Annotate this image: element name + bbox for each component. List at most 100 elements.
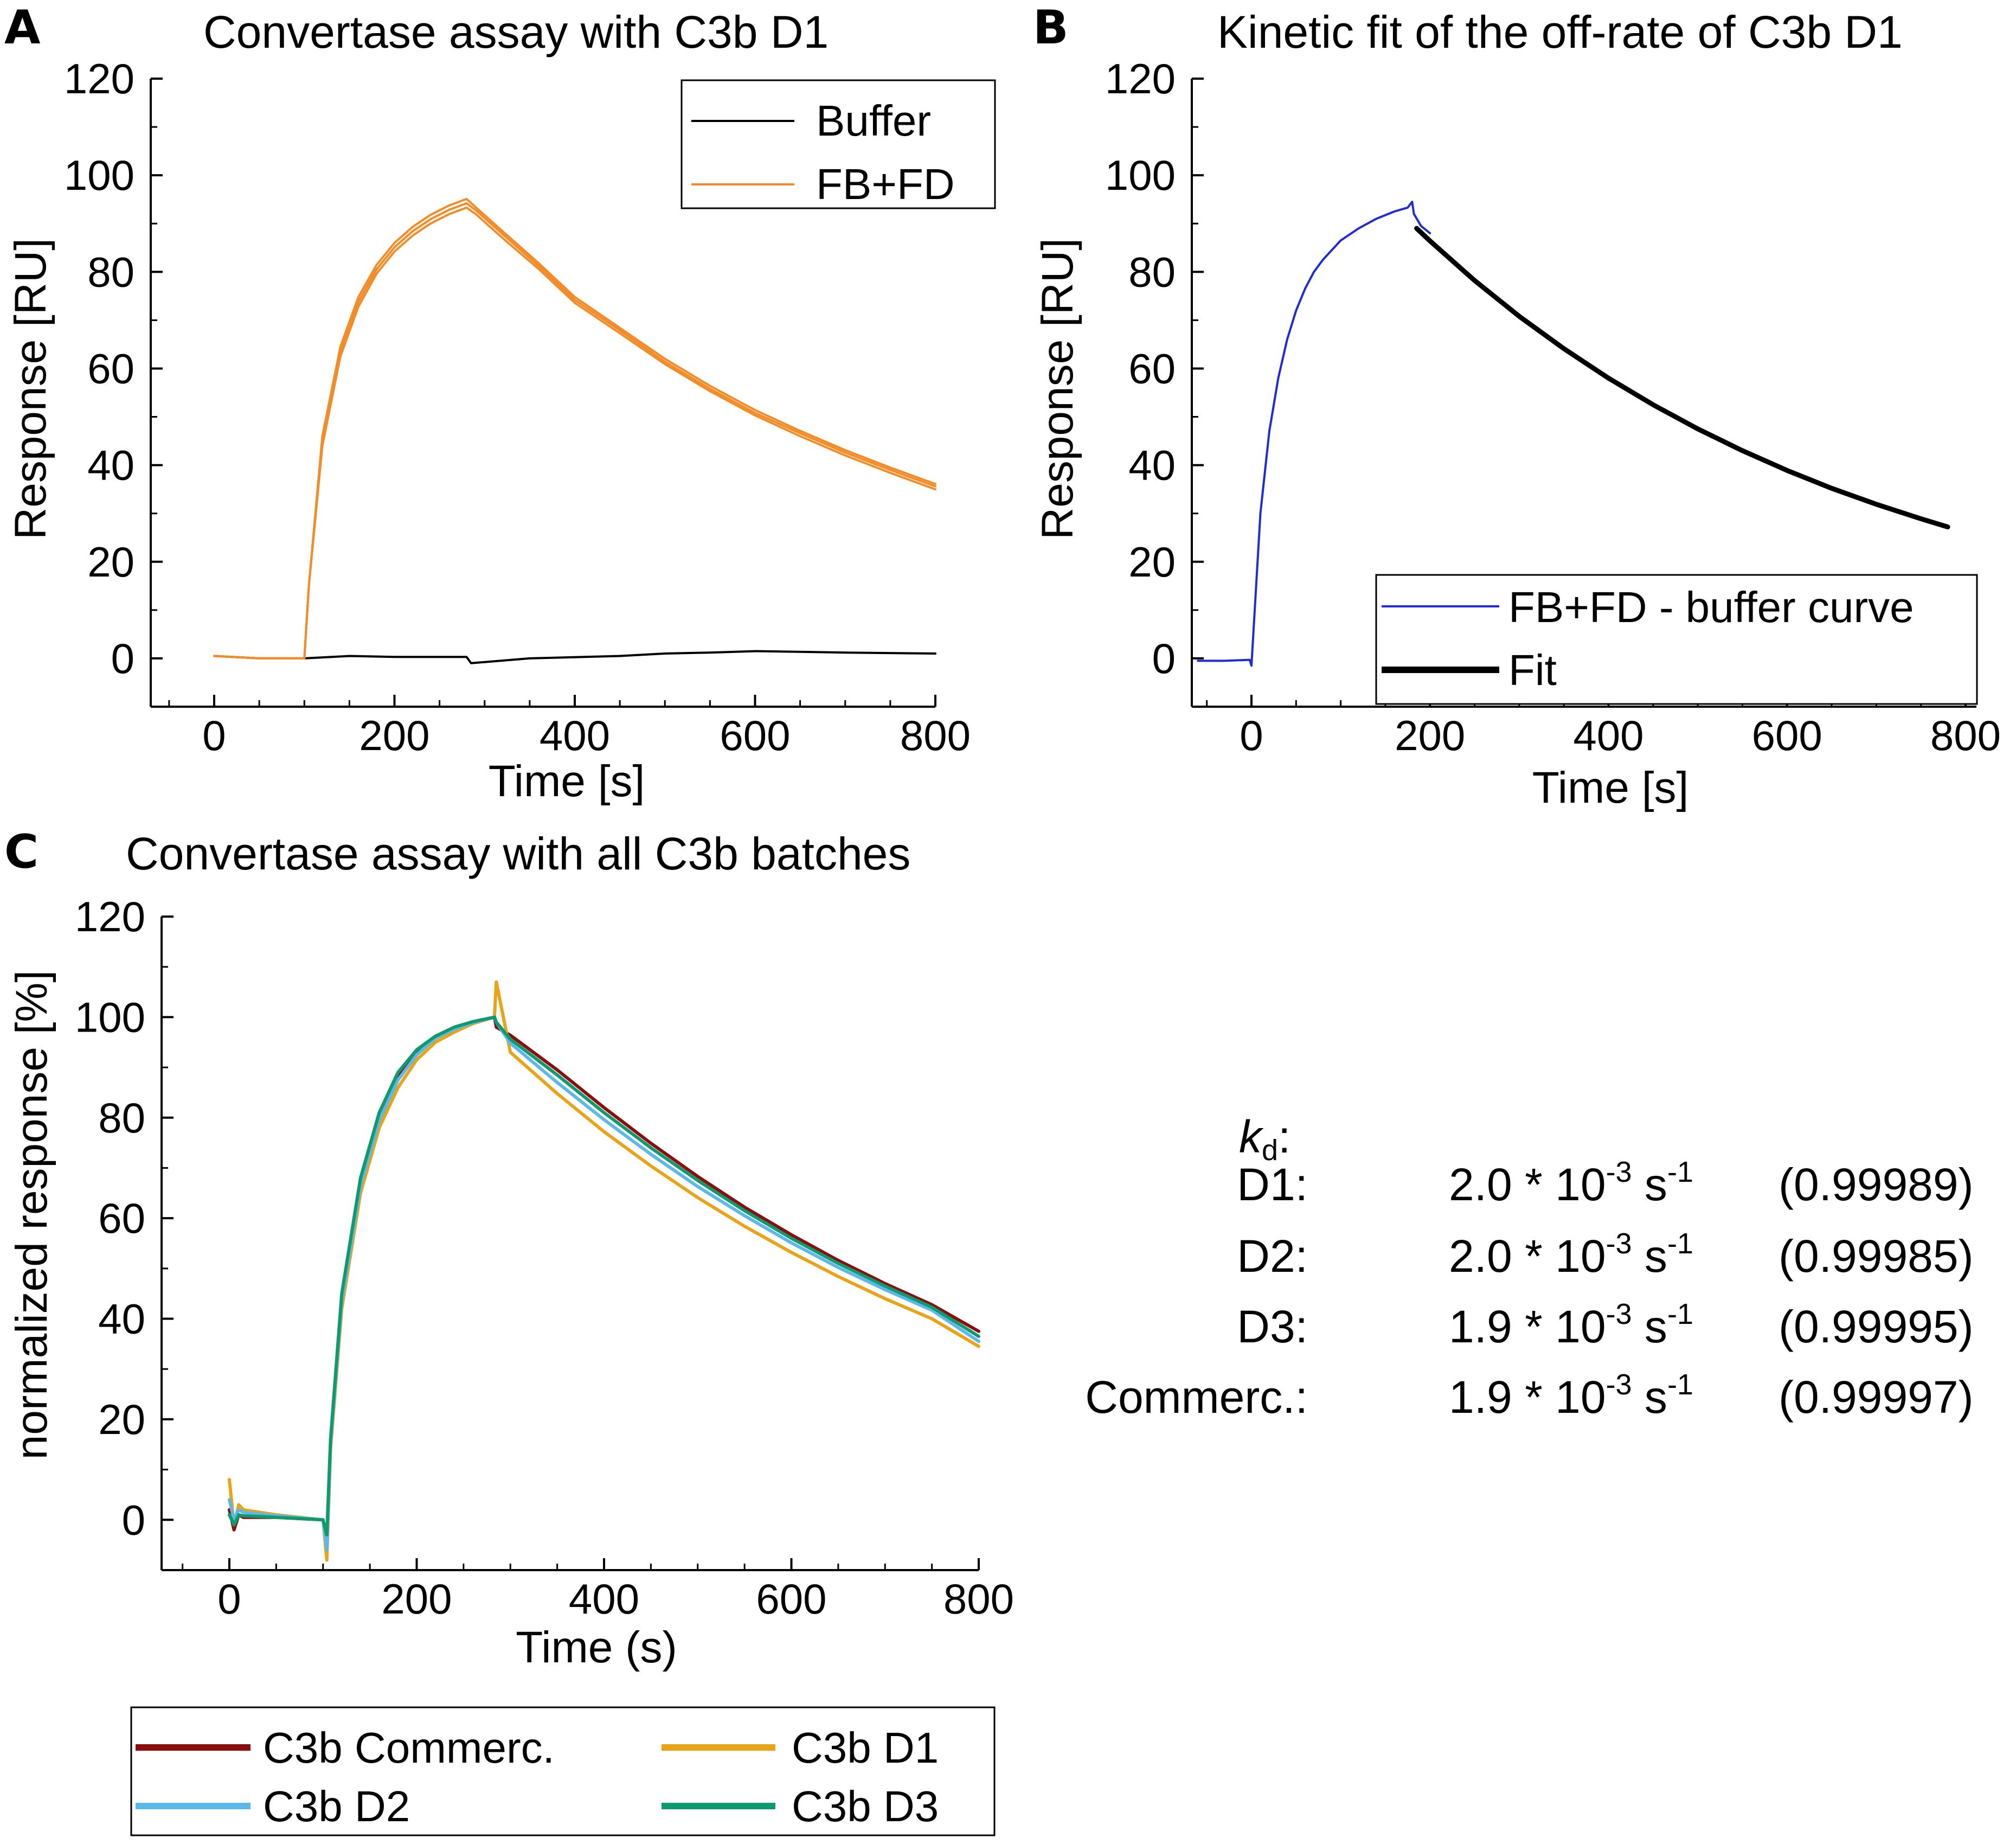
panel-a-ylabel: Response [RU]: [6, 238, 55, 540]
panel-a-legend-box: [680, 79, 996, 209]
panel-a-title: Convertase assay with C3b D1: [203, 7, 829, 57]
panel-b-letter: B: [1033, 1, 1069, 55]
kd-exponent: -3: [1606, 1156, 1632, 1188]
legend-label-buffer: Buffer: [816, 97, 931, 145]
kd-unit-exponent: -1: [1667, 1298, 1693, 1330]
y-tick-label: 100: [64, 151, 134, 199]
kd-table: kd: D1: 2.0 * 10-3 s-1 (0.99989)D2: 2.0 * 1…: [1085, 1111, 1973, 1423]
x-tick-label: 0: [217, 1575, 241, 1623]
kd-unit-exponent: -1: [1667, 1368, 1693, 1401]
panel-b-xlabel: Time [s]: [1532, 763, 1689, 812]
panel-a-legend: Buffer FB+FD: [680, 79, 996, 209]
kd-unit: s: [1632, 1231, 1667, 1282]
y-tick-label: 20: [1128, 538, 1176, 586]
kd-unit-exponent: -1: [1667, 1227, 1693, 1260]
x-tick-label: 600: [720, 712, 790, 759]
legend-label-d3: C3b D3: [792, 1782, 939, 1830]
y-tick-label: 100: [1105, 151, 1176, 199]
panel-a-xlabel: Time [s]: [489, 757, 645, 806]
panel-a-ticks: 0 20 40 60 80 100 120 0 200 400 600 800: [64, 55, 971, 759]
kd-row-name: D2:: [1237, 1231, 1308, 1282]
panel-c-legend: C3b Commerc. C3b D1 C3b D2 C3b D3: [130, 1706, 996, 1836]
y-tick-label: 60: [1128, 344, 1176, 392]
y-tick-label: 120: [1105, 55, 1176, 103]
panel-b: B Kinetic fit of the off-rate of C3b D1 …: [1033, 1, 2001, 812]
kd-unit: s: [1632, 1301, 1667, 1352]
y-tick-label: 60: [87, 344, 134, 392]
x-tick-label: 800: [1930, 712, 2001, 759]
y-tick-label: 120: [75, 893, 145, 940]
kd-exponent: -3: [1606, 1298, 1632, 1330]
kd-mantissa: 2.0 * 10: [1449, 1231, 1606, 1282]
panel-b-ylabel: Response [RU]: [1033, 238, 1082, 540]
x-tick-label: 400: [540, 712, 610, 759]
y-tick-label: 0: [122, 1496, 145, 1544]
x-tick-label: 200: [359, 712, 429, 759]
panel-b-series: [1197, 201, 1950, 667]
panel-c-series: [228, 980, 980, 1562]
legend-label-commerc: C3b Commerc.: [263, 1724, 555, 1772]
panel-a-series: [213, 197, 936, 664]
x-tick-label: 0: [1240, 712, 1263, 759]
panel-c-axes: [160, 917, 979, 1571]
panel-b-title: Kinetic fit of the off-rate of C3b D1: [1217, 7, 1903, 57]
y-tick-label: 20: [98, 1395, 145, 1443]
panel-a-letter: A: [4, 1, 41, 55]
kd-exponent: -3: [1606, 1368, 1632, 1401]
y-tick-label: 40: [87, 441, 134, 489]
kd-row-value: 2.0 * 10-3 s-1: [1449, 1156, 1693, 1210]
series-line-fit: [1414, 226, 1950, 530]
panel-c-legend-box: [130, 1706, 996, 1836]
kd-row-value: 1.9 * 10-3 s-1: [1449, 1368, 1693, 1423]
kd-mantissa: 1.9 * 10: [1449, 1372, 1606, 1423]
y-tick-label: 20: [87, 538, 134, 586]
x-tick-label: 800: [943, 1575, 1014, 1623]
y-tick-label: 40: [98, 1295, 145, 1343]
kd-rows: D1: 2.0 * 10-3 s-1 (0.99989)D2: 2.0 * 10-3 …: [1085, 1156, 1973, 1423]
panel-c-xlabel: Time (s): [516, 1623, 677, 1672]
series-line-c3b-d1: [228, 980, 980, 1562]
y-tick-label: 40: [1128, 441, 1176, 489]
kd-exponent: -3: [1606, 1227, 1632, 1260]
kd-header: kd:: [1239, 1111, 1291, 1167]
legend-label-buffer-curve: FB+FD - buffer curve: [1508, 583, 1914, 631]
panel-b-legend: FB+FD - buffer curve Fit: [1375, 574, 1978, 705]
kd-header-sub: d: [1262, 1134, 1278, 1167]
y-tick-label: 0: [111, 635, 134, 682]
x-tick-label: 200: [1395, 712, 1465, 759]
x-tick-label: 400: [569, 1575, 639, 1623]
x-tick-label: 400: [1573, 712, 1643, 759]
legend-label-d1: C3b D1: [792, 1724, 939, 1772]
series-line-buffer: [213, 650, 936, 664]
y-tick-label: 0: [1152, 635, 1176, 682]
kd-row-name: D3:: [1237, 1301, 1308, 1352]
panel-c-ylabel: normalized response [%]: [7, 970, 56, 1459]
kd-row-r2: (0.99995): [1779, 1301, 1974, 1352]
panel-a-axes: [150, 79, 935, 708]
legend-label-d2: C3b D2: [263, 1782, 410, 1830]
panel-b-legend-box: [1375, 574, 1978, 705]
x-tick-label: 200: [381, 1575, 452, 1623]
kd-row-value: 2.0 * 10-3 s-1: [1449, 1227, 1693, 1282]
y-tick-label: 60: [98, 1194, 145, 1242]
panel-c-letter: C: [4, 825, 38, 879]
legend-label-fbfd: FB+FD: [816, 160, 955, 208]
panel-b-axes: [1191, 79, 1976, 708]
panel-c: C Convertase assay with all C3b batches …: [4, 825, 1014, 1836]
kd-unit: s: [1632, 1159, 1667, 1210]
kd-row-name: D1:: [1237, 1159, 1308, 1210]
kd-mantissa: 2.0 * 10: [1449, 1159, 1606, 1210]
x-tick-label: 800: [900, 712, 971, 759]
kd-row-r2: (0.99989): [1779, 1159, 1974, 1210]
y-tick-label: 80: [98, 1094, 145, 1142]
y-tick-label: 80: [87, 248, 134, 296]
kd-row-r2: (0.99985): [1779, 1231, 1974, 1282]
kd-row-r2: (0.99997): [1779, 1372, 1974, 1423]
panel-b-ticks: 0 20 40 60 80 100 120 0 200 400 600 800: [1105, 55, 2001, 759]
kd-row-value: 1.9 * 10-3 s-1: [1449, 1298, 1693, 1352]
kd-unit-exponent: -1: [1667, 1156, 1693, 1188]
kd-row-name: Commerc.:: [1085, 1372, 1308, 1423]
kd-header-colon: :: [1278, 1111, 1291, 1162]
y-tick-label: 100: [75, 993, 145, 1041]
